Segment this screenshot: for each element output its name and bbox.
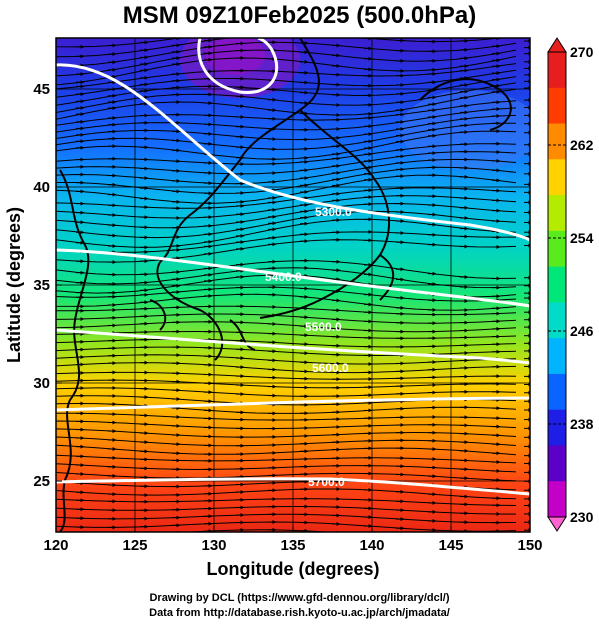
y-tick-label: 40 — [33, 179, 50, 196]
colorbar-segment — [548, 52, 566, 89]
map-title: MSM 09Z10Feb2025 (500.0hPa) — [122, 2, 477, 29]
contour-line — [56, 477, 530, 496]
contour-label: 5400.0 — [265, 270, 302, 284]
contour-label: 5500.0 — [305, 320, 342, 334]
colorbar-segment — [548, 266, 566, 303]
contour-line — [56, 396, 530, 412]
colorbar-top-triangle — [547, 37, 567, 53]
colorbar-tick-label: 262 — [570, 137, 594, 153]
colorbar-segment — [548, 123, 566, 160]
contour-line — [56, 248, 530, 308]
credit-dcl: Drawing by DCL (https://www.gfd-dennou.o… — [149, 592, 450, 604]
y-tick-label: 45 — [33, 81, 50, 98]
x-tick-label: 150 — [517, 537, 542, 554]
x-tick-label: 120 — [43, 537, 68, 554]
colorbar-segment — [548, 409, 566, 446]
y-tick-label: 30 — [33, 375, 50, 392]
contour-line — [56, 328, 530, 365]
colorbar-segment — [548, 373, 566, 411]
colorbar-segment — [548, 195, 566, 232]
colorbar-segment — [548, 302, 566, 339]
colorbar-segment — [548, 87, 566, 125]
x-axis-ticks: 120 125 130 135 140 145 150 — [43, 526, 543, 554]
contour-line — [197, 38, 279, 94]
x-tick-label: 135 — [280, 537, 305, 554]
colorbar-segment — [548, 445, 566, 482]
height-contours: 5300.0 5400.0 5500.0 5600.0 5700.0 — [56, 38, 530, 496]
credit-data: Data from http://database.rish.kyoto-u.a… — [149, 607, 450, 619]
colorbar-bottom-triangle — [547, 516, 567, 532]
colorbar-tick-label: 230 — [570, 509, 594, 525]
x-tick-label: 125 — [122, 537, 147, 554]
colorbar-segment — [548, 481, 566, 518]
x-axis-label: Longitude (degrees) — [206, 559, 379, 579]
colorbar-segment — [548, 338, 566, 375]
wind-streamlines — [56, 38, 530, 532]
colorbar-tick-label: 246 — [570, 323, 594, 339]
colorbar-tick-label: 270 — [570, 44, 594, 60]
colorbar-segment — [548, 159, 566, 196]
contour-label: 5300.0 — [315, 205, 352, 219]
x-tick-label: 140 — [359, 537, 384, 554]
colorbar: 230 238 246 254 262 270 — [547, 37, 594, 532]
colorbar-tick-label: 238 — [570, 416, 594, 432]
x-tick-label: 145 — [438, 537, 463, 554]
y-axis-label: Latitude (degrees) — [4, 207, 24, 363]
contour-label: 5700.0 — [308, 475, 345, 489]
y-axis-ticks: 25 30 35 40 45 — [33, 81, 62, 490]
contour-line — [56, 63, 530, 242]
colorbar-tick-label: 254 — [570, 230, 594, 246]
coastline — [59, 38, 512, 532]
x-tick-label: 130 — [201, 537, 226, 554]
y-tick-label: 25 — [33, 473, 50, 490]
colorbar-segment — [548, 230, 566, 268]
contour-label: 5600.0 — [312, 361, 349, 375]
y-tick-label: 35 — [33, 277, 50, 294]
